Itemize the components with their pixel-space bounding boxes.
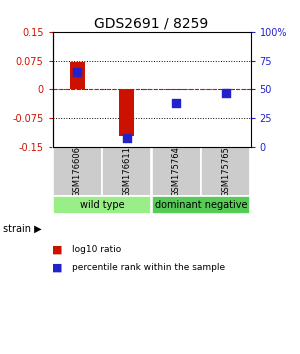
Bar [119, 89, 134, 136]
Text: ■: ■ [52, 262, 67, 272]
Text: GSM175765: GSM175765 [221, 146, 230, 197]
Text: GSM176611: GSM176611 [122, 146, 131, 197]
Text: GSM176606: GSM176606 [73, 146, 82, 197]
Bar [152, 147, 200, 196]
Bar [53, 147, 101, 196]
Text: strain ▶: strain ▶ [3, 223, 42, 233]
Text: wild type: wild type [80, 200, 124, 210]
Text: dominant negative: dominant negative [155, 200, 247, 210]
Bar [103, 147, 151, 196]
Bar [70, 62, 85, 89]
Bar [53, 196, 151, 214]
Point [174, 100, 179, 106]
Bar [202, 147, 250, 196]
Text: GSM175764: GSM175764 [172, 146, 181, 197]
Point [75, 69, 80, 75]
Text: ■: ■ [52, 245, 67, 255]
Bar [152, 196, 250, 214]
Text: percentile rank within the sample: percentile rank within the sample [72, 263, 225, 272]
Text: log10 ratio: log10 ratio [72, 245, 121, 254]
Point [124, 135, 129, 141]
Bar [218, 89, 233, 90]
Bar [169, 89, 184, 91]
Point [223, 90, 228, 96]
Title: GDS2691 / 8259: GDS2691 / 8259 [94, 17, 208, 31]
